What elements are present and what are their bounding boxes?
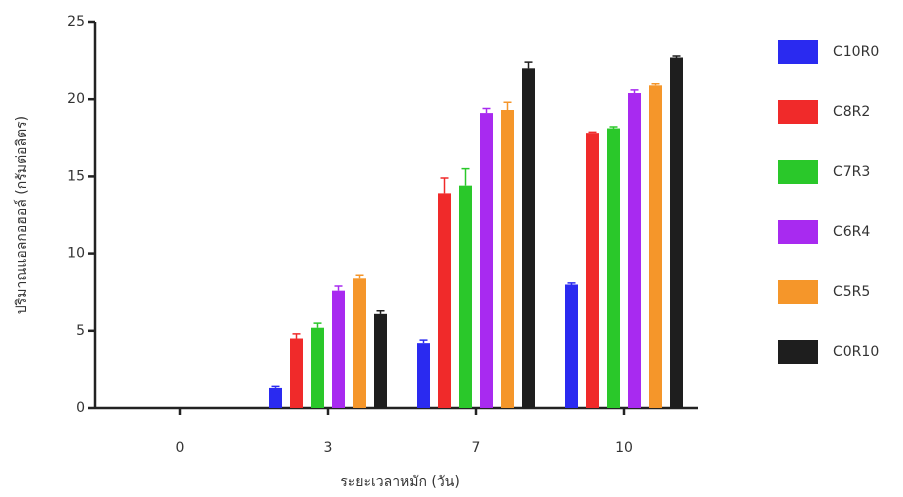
x-tick-label: 7 [472, 440, 481, 456]
error-bar [313, 322, 322, 328]
error-bar [355, 274, 364, 279]
legend-label: C8R2 [833, 104, 870, 120]
error-bar [672, 55, 681, 58]
error-bar [271, 385, 280, 388]
bar [628, 93, 641, 409]
y-axis-label: ปริมาณแอลกอฮอล์ (กรัมต่อลิตร) [13, 116, 30, 314]
error-bar [461, 167, 470, 186]
bar [269, 387, 282, 408]
bar [522, 68, 535, 408]
bar [501, 110, 514, 409]
error-bar [440, 177, 449, 194]
error-bar [651, 83, 660, 86]
legend-swatch [778, 40, 818, 64]
error-bar [630, 89, 639, 94]
error-bar [419, 339, 428, 344]
legend-label: C5R5 [833, 284, 870, 300]
x-tick-label: 3 [324, 440, 333, 456]
y-tick-label: 5 [76, 323, 85, 339]
bar [374, 313, 387, 408]
y-tick-label: 15 [67, 168, 85, 184]
x-tick-label: 0 [176, 440, 185, 456]
bar [586, 133, 599, 408]
y-tick-label: 25 [67, 14, 85, 30]
error-bar [334, 285, 343, 291]
y-tick-label: 20 [67, 91, 85, 107]
bar [290, 338, 303, 408]
error-bar [292, 333, 301, 339]
y-tick-label: 10 [67, 246, 85, 262]
legend-label: C7R3 [833, 164, 870, 180]
bar [459, 185, 472, 408]
y-tick-label: 0 [76, 400, 85, 416]
error-bar [482, 107, 491, 114]
bar [670, 57, 683, 409]
x-axis-label: ระยะเวลาหมัก (วัน) [340, 474, 460, 490]
bar [311, 327, 324, 408]
error-bar [567, 282, 576, 285]
error-bar [609, 126, 618, 129]
legend-swatch [778, 280, 818, 304]
legend-swatch [778, 160, 818, 184]
bar [480, 113, 493, 408]
legend-swatch [778, 340, 818, 364]
legend-label: C0R10 [833, 344, 879, 360]
error-bar [376, 309, 385, 314]
bar [417, 343, 430, 408]
legend-swatch [778, 220, 818, 244]
bar [332, 290, 345, 408]
legend-swatch [778, 100, 818, 124]
bar [607, 128, 620, 408]
bar [353, 278, 366, 408]
x-tick-label: 10 [615, 440, 633, 456]
legend-label: C6R4 [833, 224, 870, 240]
bar [438, 193, 451, 408]
error-bar [524, 61, 533, 69]
bar [649, 85, 662, 408]
bar [565, 284, 578, 408]
error-bar [588, 131, 597, 134]
error-bar [503, 101, 512, 111]
legend-label: C10R0 [833, 44, 879, 60]
